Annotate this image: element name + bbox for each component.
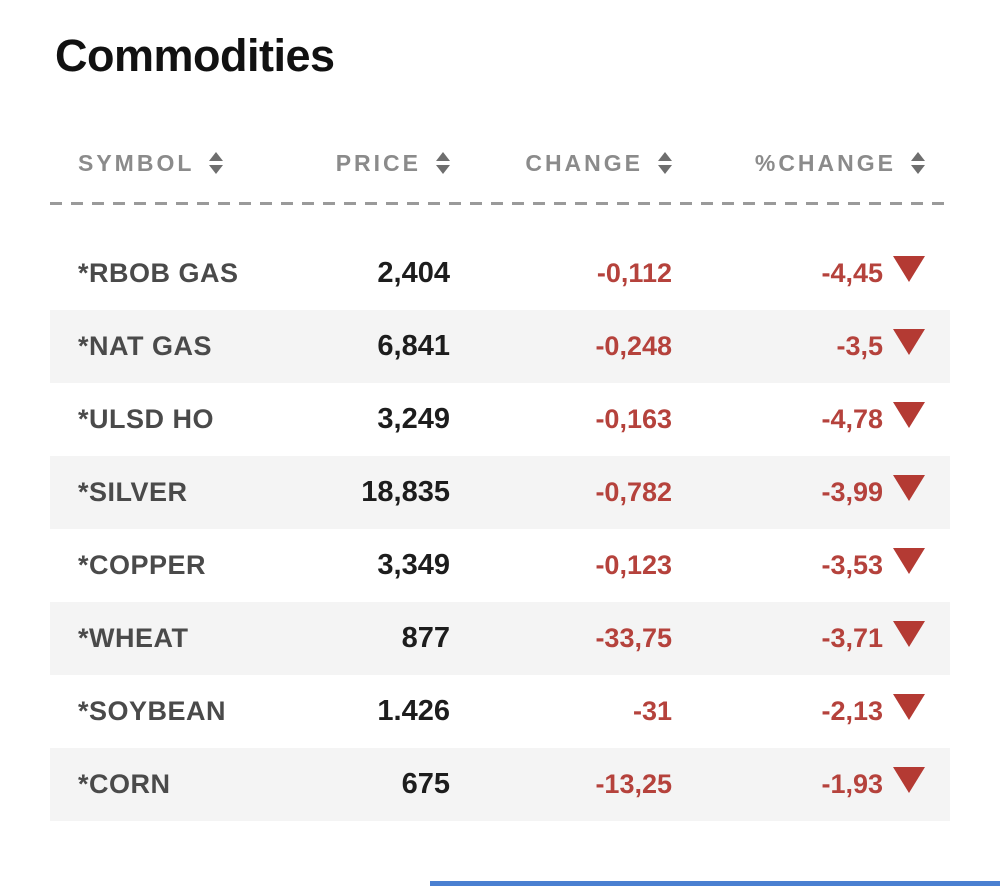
change-cell: -31 [632, 696, 672, 726]
pct-change-value: -3,5 [836, 331, 883, 361]
symbol-label[interactable]: *CORN [78, 769, 171, 799]
change-cell: -0,782 [595, 477, 672, 507]
column-header-label: PRICE [335, 149, 421, 176]
column-header-label: SYMBOL [78, 149, 195, 176]
price-cell: 877 [401, 622, 450, 654]
down-triangle-icon [893, 328, 925, 355]
column-header-change[interactable]: CHANGE [450, 150, 672, 177]
symbol-label[interactable]: *WHEAT [78, 623, 189, 653]
symbol-label[interactable]: *ULSD HO [78, 404, 215, 434]
symbol-cell[interactable]: *RBOB GAS [50, 258, 310, 289]
symbol-cell[interactable]: *ULSD HO [50, 404, 310, 435]
price-cell: 1.426 [377, 695, 450, 727]
table-row: *RBOB GAS 2,404 -0,112 -4,45 [50, 237, 950, 310]
pct-change-cell: -4,45 [672, 255, 950, 289]
pct-change-value: -4,45 [821, 258, 883, 288]
dashed-divider [50, 202, 950, 205]
symbol-label[interactable]: *SILVER [78, 477, 188, 507]
table-row: *NAT GAS 6,841 -0,248 -3,5 [50, 310, 950, 383]
symbol-cell[interactable]: *WHEAT [50, 623, 310, 654]
price-cell: 2,404 [377, 257, 450, 289]
pct-change-value: -3,53 [821, 550, 883, 580]
down-triangle-icon [893, 401, 925, 428]
pct-change-value: -3,99 [821, 477, 883, 507]
table-row: *COPPER 3,349 -0,123 -3,53 [50, 529, 950, 602]
pct-change-cell: -2,13 [672, 693, 950, 727]
table-row: *SILVER 18,835 -0,782 -3,99 [50, 456, 950, 529]
column-header-label: CHANGE [525, 149, 643, 176]
symbol-label[interactable]: *COPPER [78, 550, 207, 580]
commodities-table: SYMBOL PRICE CHANGE %CHANGE *RBOB GAS 2,… [50, 140, 950, 821]
sort-arrows-icon[interactable] [911, 152, 925, 174]
symbol-label[interactable]: *RBOB GAS [78, 258, 239, 288]
price-cell: 3,249 [377, 403, 450, 435]
sort-arrows-icon[interactable] [209, 152, 224, 174]
change-cell: -33,75 [595, 623, 672, 653]
symbol-cell[interactable]: *COPPER [50, 550, 310, 581]
symbol-label[interactable]: *NAT GAS [78, 331, 213, 361]
table-header: SYMBOL PRICE CHANGE %CHANGE [50, 140, 950, 186]
column-header-price[interactable]: PRICE [310, 150, 450, 177]
change-cell: -0,112 [596, 258, 672, 288]
down-triangle-icon [893, 474, 925, 501]
price-cell: 6,841 [377, 330, 450, 362]
pct-change-value: -3,71 [821, 623, 883, 653]
down-triangle-icon [893, 693, 925, 720]
pct-change-cell: -3,53 [672, 547, 950, 581]
table-row: *CORN 675 -13,25 -1,93 [50, 748, 950, 821]
table-body: *RBOB GAS 2,404 -0,112 -4,45 *NAT GAS 6,… [50, 237, 950, 821]
down-triangle-icon [893, 255, 925, 282]
symbol-cell[interactable]: *SILVER [50, 477, 310, 508]
down-triangle-icon [893, 766, 925, 793]
pct-change-cell: -3,99 [672, 474, 950, 508]
change-cell: -0,248 [595, 331, 672, 361]
symbol-label[interactable]: *SOYBEAN [78, 696, 227, 726]
bottom-progress-bar [430, 881, 1000, 886]
symbol-cell[interactable]: *CORN [50, 769, 310, 800]
pct-change-cell: -4,78 [672, 401, 950, 435]
pct-change-cell: -1,93 [672, 766, 950, 800]
change-cell: -13,25 [595, 769, 672, 799]
pct-change-cell: -3,71 [672, 620, 950, 654]
symbol-cell[interactable]: *SOYBEAN [50, 696, 310, 727]
column-header-label: %CHANGE [754, 149, 896, 176]
down-triangle-icon [893, 620, 925, 647]
price-cell: 18,835 [361, 476, 450, 508]
pct-change-value: -2,13 [821, 696, 883, 726]
price-cell: 675 [401, 768, 450, 800]
sort-arrows-icon[interactable] [658, 152, 672, 174]
table-row: *SOYBEAN 1.426 -31 -2,13 [50, 675, 950, 748]
change-cell: -0,163 [595, 404, 672, 434]
down-triangle-icon [893, 547, 925, 574]
column-header-pct-change[interactable]: %CHANGE [672, 150, 950, 177]
pct-change-value: -1,93 [821, 769, 883, 799]
sort-arrows-icon[interactable] [436, 152, 450, 174]
pct-change-cell: -3,5 [672, 328, 950, 362]
pct-change-value: -4,78 [821, 404, 883, 434]
column-header-symbol[interactable]: SYMBOL [50, 150, 310, 177]
table-row: *ULSD HO 3,249 -0,163 -4,78 [50, 383, 950, 456]
table-row: *WHEAT 877 -33,75 -3,71 [50, 602, 950, 675]
price-cell: 3,349 [377, 549, 450, 581]
change-cell: -0,123 [595, 550, 672, 580]
page-title: Commodities [55, 30, 335, 81]
symbol-cell[interactable]: *NAT GAS [50, 331, 310, 362]
